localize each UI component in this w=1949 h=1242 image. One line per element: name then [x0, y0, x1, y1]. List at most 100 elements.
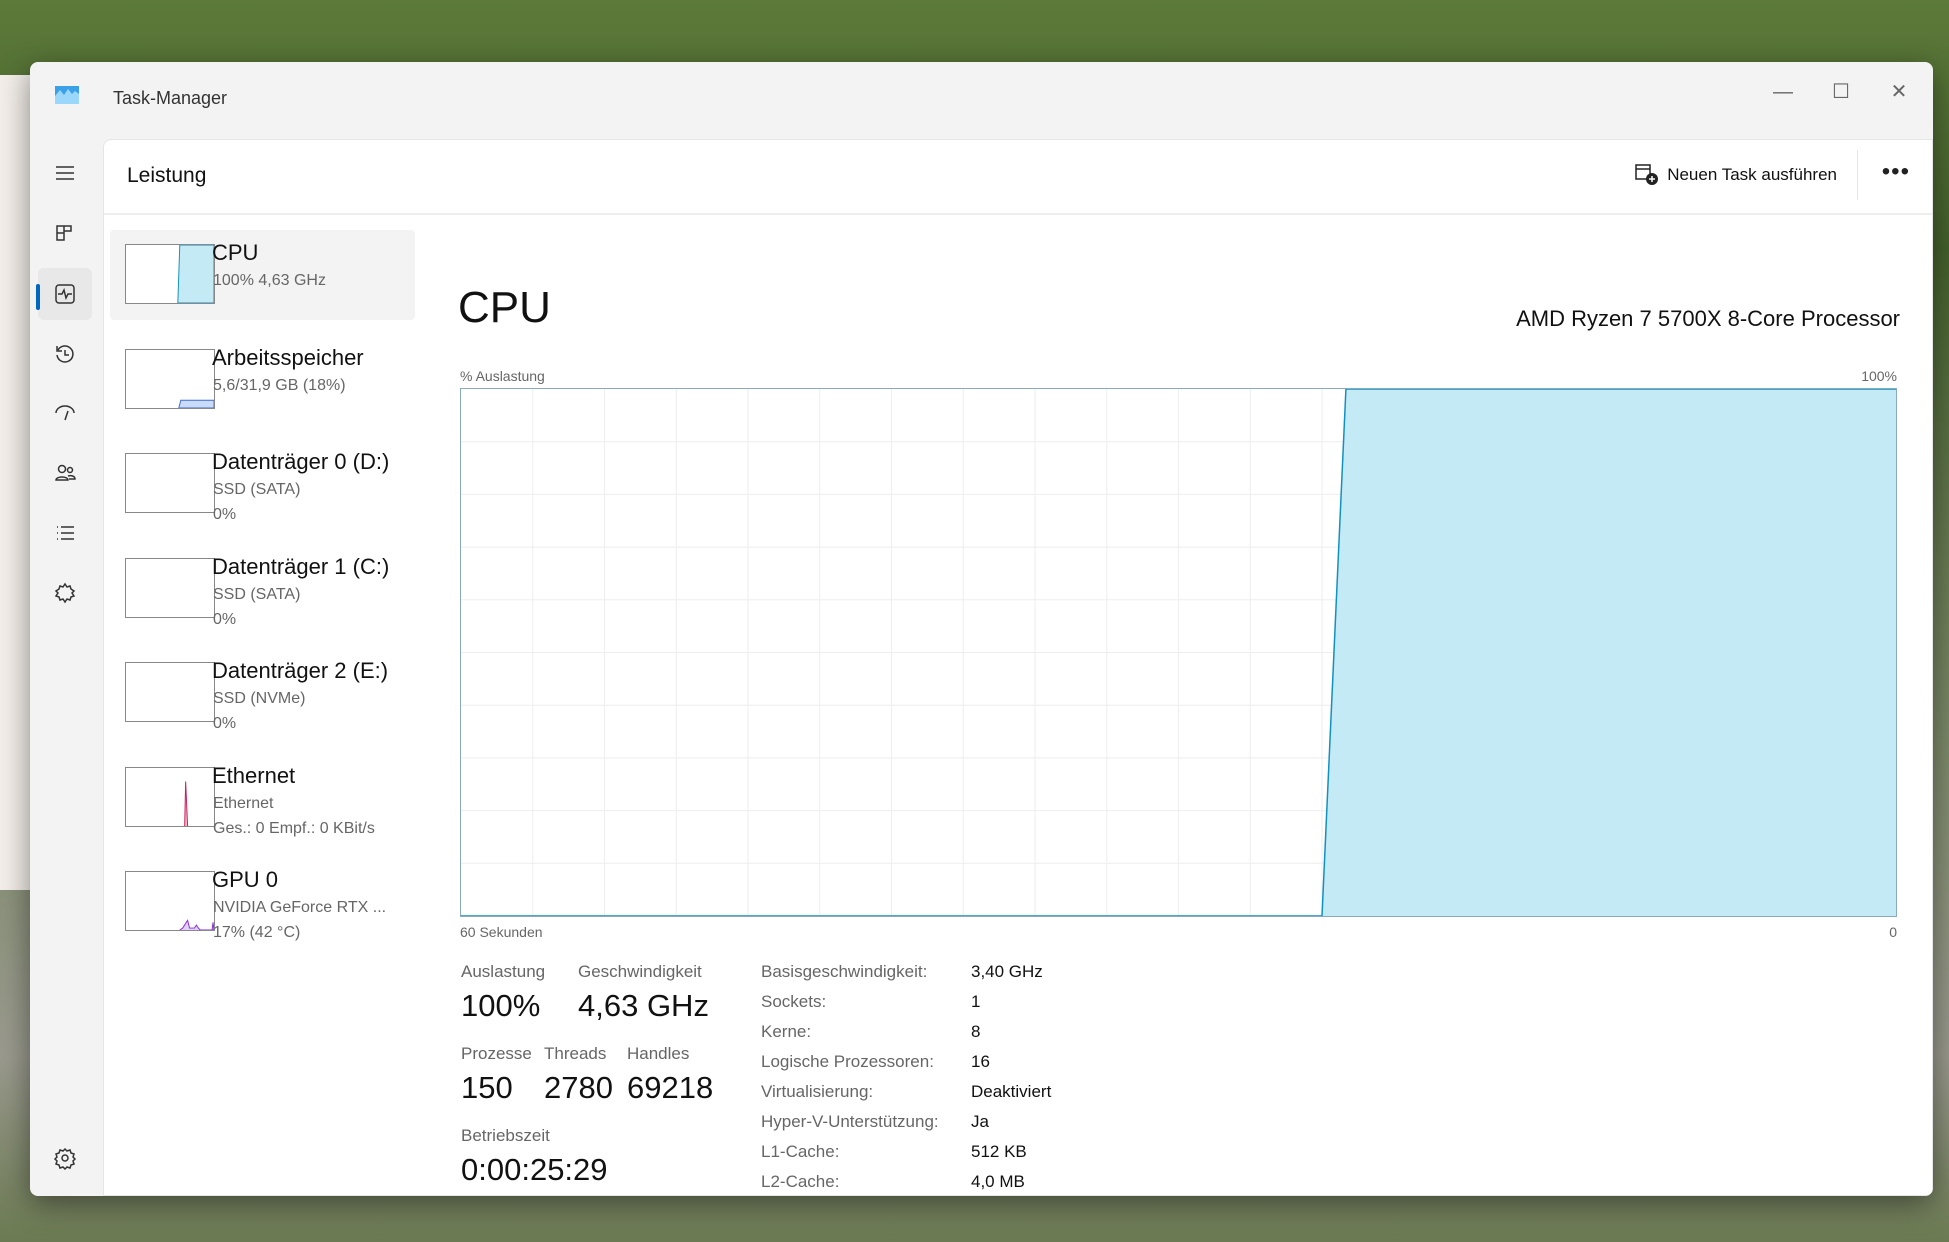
- sidebar-thumbnail-graph: [125, 244, 215, 304]
- y-axis-max: 100%: [1861, 368, 1897, 384]
- sidebar-item-detail-2: Ges.: 0 Empf.: 0 KBit/s: [213, 819, 375, 837]
- sidebar-item-detail: Ethernet: [213, 794, 274, 812]
- nav-hamburger-button[interactable]: [38, 148, 92, 200]
- maximize-button[interactable]: ☐: [1832, 81, 1850, 103]
- sidebar-thumbnail-graph: [125, 766, 215, 827]
- detail-value: 8: [971, 1022, 981, 1041]
- nav-app-history-button[interactable]: [38, 328, 92, 380]
- sidebar-item[interactable]: CPU 100% 4,63 GHz: [110, 230, 415, 320]
- performance-panel: Leistung Neuen Task ausführen ••• CPU 10…: [103, 139, 1933, 1196]
- new-task-icon: [1635, 164, 1659, 185]
- sidebar-item-detail: NVIDIA GeForce RTX ...: [213, 899, 387, 916]
- sidebar-item-detail: 100% 4,63 GHz: [213, 272, 326, 289]
- sidebar-item-name: Datenträger 0 (D:): [212, 449, 390, 474]
- window-title: Task-Manager: [113, 88, 228, 108]
- sidebar-item-detail: SSD (SATA): [213, 585, 301, 603]
- threads-value: 2780: [544, 1070, 613, 1105]
- sidebar-item-detail: SSD (NVMe): [213, 690, 306, 707]
- users-icon: [55, 464, 76, 481]
- detail-value: 3,40 GHz: [971, 962, 1043, 981]
- detail-label: Kerne:: [761, 1022, 812, 1041]
- speed-label: Geschwindigkeit: [578, 962, 702, 981]
- hamburger-icon: [56, 166, 74, 180]
- detail-value: 16: [971, 1052, 990, 1071]
- new-task-button[interactable]: Neuen Task ausführen: [1635, 164, 1837, 186]
- x-axis-label: 60 Sekunden: [460, 924, 543, 940]
- utilization-value: 100%: [461, 988, 541, 1023]
- page-title: Leistung: [127, 164, 207, 187]
- sidebar-thumbnail-graph: [125, 871, 215, 931]
- detail-label: Logische Prozessoren:: [761, 1052, 934, 1071]
- minimize-button[interactable]: —: [1773, 81, 1793, 103]
- sidebar-item-name: GPU 0: [212, 867, 279, 892]
- uptime-label: Betriebszeit: [461, 1126, 550, 1145]
- detail-label: Basisgeschwindigkeit:: [761, 962, 928, 981]
- y-axis-label: % Auslastung: [460, 368, 545, 384]
- sidebar-item[interactable]: Datenträger 0 (D:) SSD (SATA) 0%: [110, 439, 415, 529]
- sidebar-item-name: CPU: [212, 240, 259, 265]
- detail-value: 512 KB: [971, 1142, 1027, 1161]
- divider: [1857, 150, 1858, 200]
- sidebar-item[interactable]: Arbeitsspeicher 5,6/31,9 GB (18%): [110, 335, 415, 425]
- processor-name: AMD Ryzen 7 5700X 8-Core Processor: [1516, 306, 1900, 331]
- sidebar-item-name: Datenträger 2 (E:): [212, 658, 389, 683]
- details-icon: [57, 526, 74, 540]
- task-manager-window: Task-Manager — ☐ ✕ Leistung Neuen Task a…: [30, 62, 1933, 1196]
- nav-performance-button[interactable]: [38, 268, 92, 320]
- sidebar-item-detail-2: 0%: [213, 610, 237, 628]
- cpu-usage-chart: [460, 388, 1897, 917]
- settings-icon: [53, 1147, 77, 1170]
- detail-label: Sockets:: [761, 992, 827, 1011]
- sidebar-thumbnail-graph: [125, 662, 215, 722]
- processes-label: Prozesse: [461, 1044, 532, 1063]
- processes-value: 150: [461, 1070, 513, 1105]
- performance-icon: [55, 284, 75, 304]
- detail-value: Deaktiviert: [971, 1082, 1052, 1101]
- detail-label: L1-Cache:: [761, 1142, 840, 1161]
- nav-users-button[interactable]: [38, 447, 92, 499]
- sidebar-item[interactable]: Ethernet Ethernet Ges.: 0 Empf.: 0 KBit/…: [110, 753, 415, 843]
- sidebar-thumbnail-graph: [125, 348, 215, 409]
- detail-value: 4,0 MB: [971, 1172, 1025, 1191]
- sidebar-item[interactable]: Datenträger 1 (C:) SSD (SATA) 0%: [110, 544, 415, 634]
- handles-value: 69218: [627, 1070, 714, 1105]
- handles-label: Handles: [627, 1044, 690, 1063]
- processes-icon: [56, 225, 72, 241]
- sidebar-thumbnail-graph: [125, 557, 215, 618]
- startup-icon: [55, 405, 75, 421]
- sidebar-item-name: Ethernet: [212, 762, 296, 788]
- threads-label: Threads: [544, 1044, 607, 1063]
- speed-value: 4,63 GHz: [578, 988, 709, 1023]
- sidebar-item-detail-2: 0%: [213, 506, 237, 523]
- task-manager-logo-icon: [55, 86, 79, 104]
- nav-processes-button[interactable]: [38, 208, 92, 260]
- sidebar-item-detail: SSD (SATA): [213, 481, 301, 498]
- services-icon: [54, 582, 76, 604]
- resource-title: CPU: [458, 283, 551, 332]
- sidebar-item-name: Datenträger 1 (C:): [212, 553, 390, 579]
- close-button[interactable]: ✕: [1890, 81, 1908, 103]
- page-header: Leistung Neuen Task ausführen •••: [104, 140, 1932, 215]
- detail-value: 1: [971, 992, 981, 1011]
- sidebar-item-detail-2: 17% (42 °C): [213, 924, 301, 941]
- more-options-button[interactable]: •••: [1881, 158, 1910, 185]
- nav-settings-button[interactable]: [38, 1132, 92, 1184]
- utilization-label: Auslastung: [461, 962, 546, 981]
- sidebar-item[interactable]: Datenträger 2 (E:) SSD (NVMe) 0%: [110, 648, 415, 738]
- nav-services-button[interactable]: [38, 567, 92, 619]
- nav-startup-button[interactable]: [38, 387, 92, 439]
- sidebar-item[interactable]: GPU 0 NVIDIA GeForce RTX ... 17% (42 °C): [110, 857, 415, 947]
- sidebar-thumbnail-graph: [125, 453, 215, 513]
- nav-details-button[interactable]: [38, 507, 92, 559]
- detail-label: Virtualisierung:: [761, 1082, 874, 1101]
- detail-label: Hyper-V-Unterstützung:: [761, 1112, 939, 1131]
- detail-value: Ja: [971, 1112, 989, 1131]
- sidebar-item-name: Arbeitsspeicher: [212, 344, 364, 370]
- detail-label: L2-Cache:: [761, 1172, 840, 1191]
- nav-selection-indicator: [36, 284, 40, 310]
- x-axis-min: 0: [1889, 924, 1897, 940]
- cpu-usage-area: [461, 389, 1896, 916]
- app-history-icon: [56, 345, 74, 363]
- cpu-usage-line: [461, 389, 1896, 916]
- sidebar-item-detail: 5,6/31,9 GB (18%): [213, 376, 346, 394]
